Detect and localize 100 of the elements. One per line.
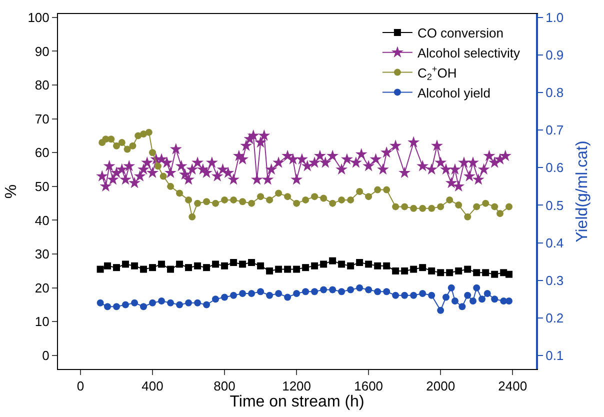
point [437, 269, 444, 276]
y-tick-label: 10 [34, 314, 50, 330]
point [401, 203, 408, 210]
point [293, 200, 300, 207]
point [419, 204, 426, 212]
point [203, 198, 210, 206]
point [104, 262, 112, 270]
point [154, 162, 162, 170]
point [311, 262, 318, 270]
point [230, 292, 238, 299]
point [185, 299, 192, 306]
point [122, 260, 130, 268]
point [239, 260, 246, 268]
point [302, 264, 310, 272]
y-tick-label: 50 [34, 178, 50, 194]
x-axis-title: Time on stream (h) [230, 394, 364, 411]
point [347, 286, 354, 294]
x-tick-label: 400 [142, 378, 164, 394]
point [383, 186, 390, 194]
point [113, 142, 120, 150]
point [446, 269, 454, 276]
point [473, 269, 480, 276]
y-tick-label: 70 [34, 111, 50, 126]
x-tick-label: 1200 [282, 378, 312, 394]
point [257, 262, 264, 270]
y2-tick-label: 0.1 [546, 348, 564, 364]
point [311, 288, 318, 296]
point [401, 267, 408, 274]
point [167, 182, 174, 190]
point [392, 292, 400, 299]
point [284, 266, 292, 273]
point [108, 136, 115, 143]
y2-tick-label: 0.7 [546, 122, 564, 138]
y2-tick-label: 0.4 [546, 235, 564, 250]
point [505, 270, 512, 278]
point [338, 260, 346, 268]
point [428, 204, 436, 212]
point [248, 259, 256, 266]
point [212, 260, 220, 268]
point [96, 266, 104, 273]
point [221, 196, 228, 204]
point [458, 303, 466, 310]
point [505, 298, 512, 305]
point [129, 142, 136, 150]
point [212, 200, 220, 207]
point [365, 286, 372, 294]
point [248, 200, 256, 207]
point [347, 196, 354, 204]
point [149, 149, 156, 156]
point [428, 267, 436, 274]
point [203, 264, 210, 272]
point [482, 269, 490, 276]
y2-tick-label: 0.6 [546, 160, 564, 176]
point [293, 266, 300, 273]
point [478, 296, 486, 303]
point [293, 290, 300, 297]
point [140, 303, 148, 310]
y-tick-label: 100 [28, 10, 50, 25]
y2-axis-title: Yield(g/ml.cat) [574, 140, 591, 242]
point [275, 290, 282, 297]
legend-label: Alcohol selectivity [417, 45, 521, 60]
point [104, 303, 112, 310]
y2-tick-label: 1.0 [546, 10, 564, 25]
point [185, 264, 192, 272]
y-tick-label: 20 [34, 280, 50, 296]
point [212, 296, 220, 303]
point [356, 188, 364, 195]
point [455, 267, 462, 274]
y-tick-label: 0 [42, 348, 50, 364]
point [356, 284, 364, 292]
point [230, 259, 238, 266]
y2-tick-label: 0.5 [546, 198, 564, 213]
point [131, 262, 138, 270]
point [329, 257, 336, 264]
point [275, 266, 282, 273]
legend-label: C$_{2}$$^{+}$OH [417, 64, 457, 82]
y2-tick-label: 0.2 [546, 310, 564, 326]
point [410, 204, 418, 212]
y-tick-label: 90 [34, 44, 50, 59]
point [131, 299, 138, 306]
point [374, 186, 382, 194]
point [167, 299, 174, 306]
point [491, 296, 498, 303]
point [275, 190, 282, 197]
point [329, 200, 336, 207]
point [124, 146, 131, 153]
point [320, 260, 328, 268]
point [419, 290, 426, 297]
point [266, 292, 274, 299]
y-tick-label: 40 [34, 212, 50, 228]
point [113, 303, 120, 310]
point [464, 213, 472, 220]
point [392, 267, 400, 274]
point [356, 259, 364, 266]
point [266, 267, 274, 274]
point [505, 203, 512, 210]
point [329, 286, 336, 294]
point [374, 288, 382, 296]
point [203, 301, 210, 308]
point [113, 264, 120, 272]
